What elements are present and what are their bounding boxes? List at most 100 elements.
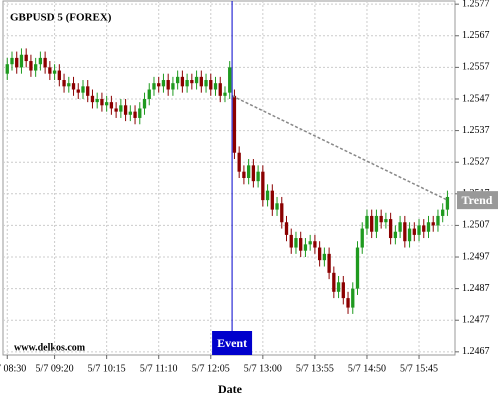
candle-body [52, 70, 57, 74]
x-tick-label: 5/7 15:45 [400, 363, 438, 374]
x-tick-label: 5/7 12:05 [192, 363, 230, 374]
candle-body [403, 222, 407, 242]
y-tick-label: 1.2557 [462, 62, 490, 73]
candle-body [417, 225, 421, 235]
candle-body [62, 80, 66, 87]
event-label-box [212, 331, 253, 355]
candle-body [128, 111, 132, 115]
candle-body [199, 76, 203, 87]
x-tick-label: 5/7 11:10 [140, 363, 178, 374]
candle-body [251, 165, 256, 182]
candle-body [441, 209, 445, 216]
x-tick-label: 5/7 08:30 [0, 363, 26, 374]
candle-body [223, 92, 227, 96]
candle-body [180, 76, 185, 87]
candle-body [133, 111, 137, 118]
candle-body [48, 67, 52, 74]
candle-body [322, 253, 327, 261]
candle-body [194, 76, 199, 84]
candle-body [365, 215, 369, 229]
candle-body [246, 165, 251, 178]
candle-body [242, 171, 246, 178]
x-tick-label: 5/7 13:55 [296, 363, 334, 374]
y-tick-label: 1.2487 [462, 283, 490, 294]
candle-body [275, 203, 279, 210]
candle-body [398, 222, 402, 232]
candle-body [407, 228, 412, 242]
candle-body [10, 57, 14, 65]
candle-body [218, 83, 222, 96]
candle-body [38, 57, 43, 65]
candle-body [123, 105, 128, 115]
candle-body [374, 215, 379, 232]
x-axis-label: Date [218, 382, 243, 396]
candle-body [142, 98, 147, 109]
candle-body [284, 222, 289, 235]
x-tick-label: 5/7 14:50 [348, 363, 386, 374]
candle-body [5, 64, 9, 74]
candle-body [104, 102, 109, 106]
candle-body [100, 98, 104, 106]
candle-body [384, 219, 388, 223]
candle-body [109, 102, 114, 109]
candle-body [303, 244, 308, 251]
candle-body [204, 80, 208, 87]
candle-body [237, 152, 241, 172]
candle-body [152, 83, 156, 90]
candle-body [332, 272, 336, 292]
trend-label-box [457, 191, 498, 210]
candle-body [341, 282, 345, 299]
candle-body [412, 228, 416, 235]
candle-body [265, 190, 270, 201]
candle-body [336, 282, 341, 292]
candle-body [19, 54, 24, 68]
candle-body [166, 80, 170, 90]
y-tick-label: 1.2547 [462, 93, 490, 104]
candle-body [90, 95, 95, 103]
y-tick-label: 1.2577 [462, 0, 490, 9]
candle-body [67, 83, 71, 87]
candle-body [346, 298, 350, 308]
watermark: www.delkos.com [14, 342, 86, 353]
candle-body [95, 98, 99, 103]
candle-body [81, 86, 85, 93]
x-tick-label: 5/7 09:20 [36, 363, 74, 374]
candle-body [185, 80, 189, 87]
candle-body [213, 83, 218, 90]
y-tick-label: 1.2527 [462, 156, 490, 167]
candle-body [261, 171, 265, 201]
candle-body [119, 105, 123, 112]
candle-body [351, 288, 355, 308]
candle-body [24, 54, 28, 62]
candle-body [308, 241, 312, 245]
candle-body [294, 238, 298, 248]
y-tick-label: 1.2477 [462, 315, 490, 326]
candle-body [256, 171, 260, 182]
candle-body [43, 57, 47, 68]
candle-body [228, 67, 232, 93]
candle-body [15, 57, 19, 68]
candle-body [299, 238, 303, 251]
candle-body [317, 247, 322, 261]
chart-title: GBPUSD 5 (FOREX) [10, 12, 112, 24]
candle-body [436, 215, 440, 226]
candle-body [388, 219, 393, 239]
x-tick-label: 5/7 10:15 [88, 363, 126, 374]
candle-body [313, 241, 317, 248]
candle-body [76, 89, 80, 93]
candle-body [379, 215, 383, 223]
candle-body [426, 222, 431, 232]
candle-body [232, 95, 237, 153]
candle-body [171, 83, 175, 90]
candle-body [175, 76, 180, 84]
y-tick-label: 1.2467 [462, 346, 490, 357]
x-tick-label: 5/7 13:00 [244, 363, 282, 374]
candle-body [289, 234, 293, 248]
candle-body [57, 70, 61, 81]
candle-body [34, 64, 38, 71]
y-tick-label: 1.2567 [462, 30, 490, 41]
y-tick-label: 1.2497 [462, 251, 490, 262]
candle-body [280, 203, 284, 223]
